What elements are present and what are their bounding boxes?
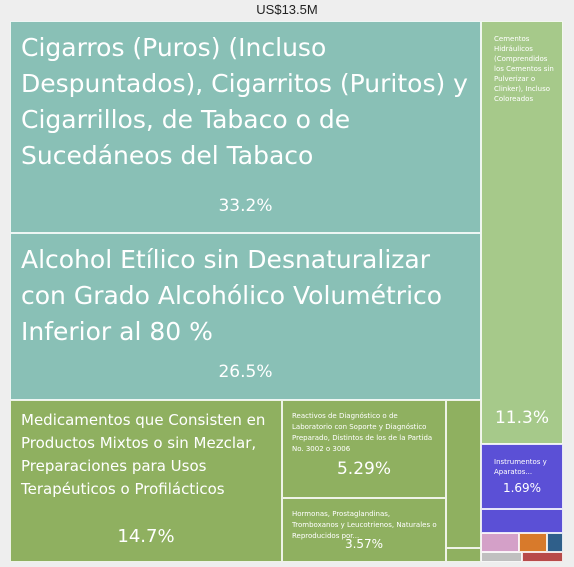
tile-medicamentos-label: Medicamentos que Consisten en Productos …	[21, 411, 266, 498]
tile-hormonas[interactable]: Hormonas, Prostaglandinas, Tromboxanos y…	[282, 498, 446, 562]
tile-alcohol-label: Alcohol Etílico sin Desnaturalizar con G…	[21, 245, 443, 346]
tile-cigarros-label: Cigarros (Puros) (Incluso Despuntados), …	[21, 33, 468, 170]
tile-cementos[interactable]: Cementos Hidráulicos (Comprendidos los C…	[481, 21, 563, 444]
tile-small-blue[interactable]	[547, 533, 563, 552]
tile-instrumentos[interactable]: Instrumentos y Aparatos... 1.69%	[481, 444, 563, 509]
tile-hormonas-label: Hormonas, Prostaglandinas, Tromboxanos y…	[292, 510, 437, 540]
tile-alcohol-pct: 26.5%	[218, 362, 273, 382]
tile-small-purple[interactable]	[481, 509, 563, 533]
tile-medicamentos-pct: 14.7%	[117, 526, 175, 547]
tile-cigarros-pct: 33.2%	[218, 196, 273, 216]
tile-small-orange[interactable]	[519, 533, 547, 552]
tile-reactivos-pct: 5.29%	[336, 459, 391, 479]
tile-instrumentos-pct: 1.69%	[502, 481, 542, 495]
tile-alcohol[interactable]: Alcohol Etílico sin Desnaturalizar con G…	[10, 233, 481, 400]
tile-reactivos[interactable]: Reactivos de Diagnóstico o de Laboratori…	[282, 400, 446, 498]
total-value-label: US$13.5M	[256, 2, 318, 17]
tile-small-pink[interactable]	[481, 533, 519, 552]
tile-hormonas-pct: 3.57%	[344, 537, 384, 551]
tile-small-red[interactable]	[522, 552, 563, 562]
tile-medicamentos[interactable]: Medicamentos que Consisten en Productos …	[10, 400, 282, 562]
tile-instrumentos-label: Instrumentos y Aparatos...	[494, 458, 547, 476]
tile-cementos-pct: 11.3%	[494, 408, 549, 428]
tile-small-green-1[interactable]	[446, 400, 481, 548]
tile-cigarros[interactable]: Cigarros (Puros) (Incluso Despuntados), …	[10, 21, 481, 233]
tile-cementos-label: Cementos Hidráulicos (Comprendidos los C…	[494, 35, 554, 103]
tile-small-green-2[interactable]	[446, 548, 481, 562]
tile-small-grey[interactable]	[481, 552, 522, 562]
tile-reactivos-label: Reactivos de Diagnóstico o de Laboratori…	[292, 412, 433, 453]
